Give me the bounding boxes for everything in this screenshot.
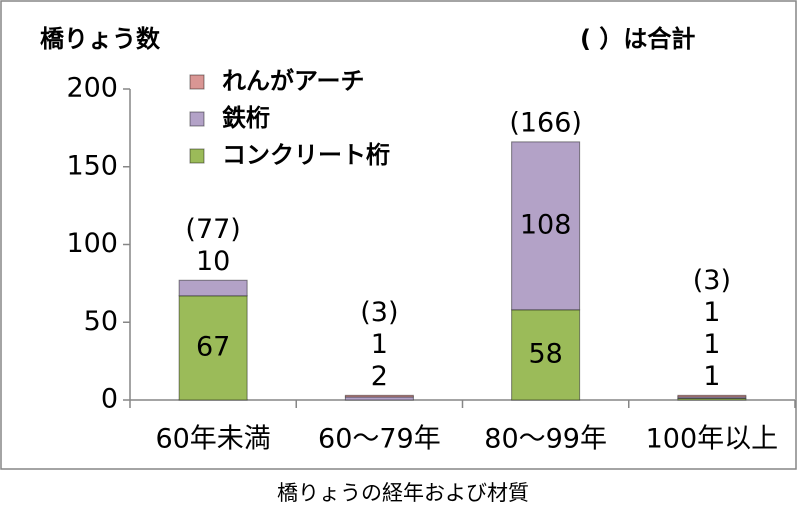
y-tick-label: 0 [101, 384, 118, 415]
data-label: 1 [703, 297, 720, 328]
y-axis-title: 橋りょう数 [40, 25, 161, 53]
data-label: 58 [528, 338, 562, 369]
legend-swatch [189, 111, 205, 127]
x-tick-label: 60～79年 [318, 424, 441, 455]
legend-label: れんがアーチ [222, 67, 365, 95]
annotation: ( ）は合計 [580, 25, 695, 53]
bar-segment [178, 279, 248, 297]
total-label: (166) [509, 107, 582, 138]
y-tick-label: 200 [66, 73, 118, 104]
bar-segment [344, 394, 414, 398]
total-label: (3) [693, 265, 731, 296]
data-label: 108 [520, 209, 572, 240]
data-label: 2 [371, 361, 388, 392]
y-tick-label: 100 [66, 228, 118, 259]
total-label: (3) [360, 297, 398, 328]
chart-frame [0, 0, 797, 470]
x-tick-label: 60年未満 [155, 424, 270, 455]
bar-segment [677, 394, 747, 398]
bar-segment [344, 396, 414, 401]
total-label: (77) [185, 214, 240, 245]
y-tick-label: 50 [84, 306, 118, 337]
data-label: 10 [196, 246, 230, 277]
legend-swatch [189, 148, 205, 164]
y-tick-label: 150 [66, 150, 118, 181]
data-label: 1 [371, 329, 388, 360]
data-label: 67 [196, 331, 230, 362]
bar-segment [677, 396, 747, 399]
data-label: 1 [703, 329, 720, 360]
legend-label: 鉄桁 [222, 104, 270, 132]
x-tick-label: 80～99年 [484, 424, 607, 455]
legend-swatch [189, 74, 205, 90]
data-label: 1 [703, 361, 720, 392]
x-axis-title: 橋りょうの経年および材質 [277, 481, 529, 505]
legend-label: コンクリート桁 [222, 141, 390, 169]
x-tick-label: 100年以上 [646, 424, 779, 455]
bar-segment [511, 141, 581, 311]
